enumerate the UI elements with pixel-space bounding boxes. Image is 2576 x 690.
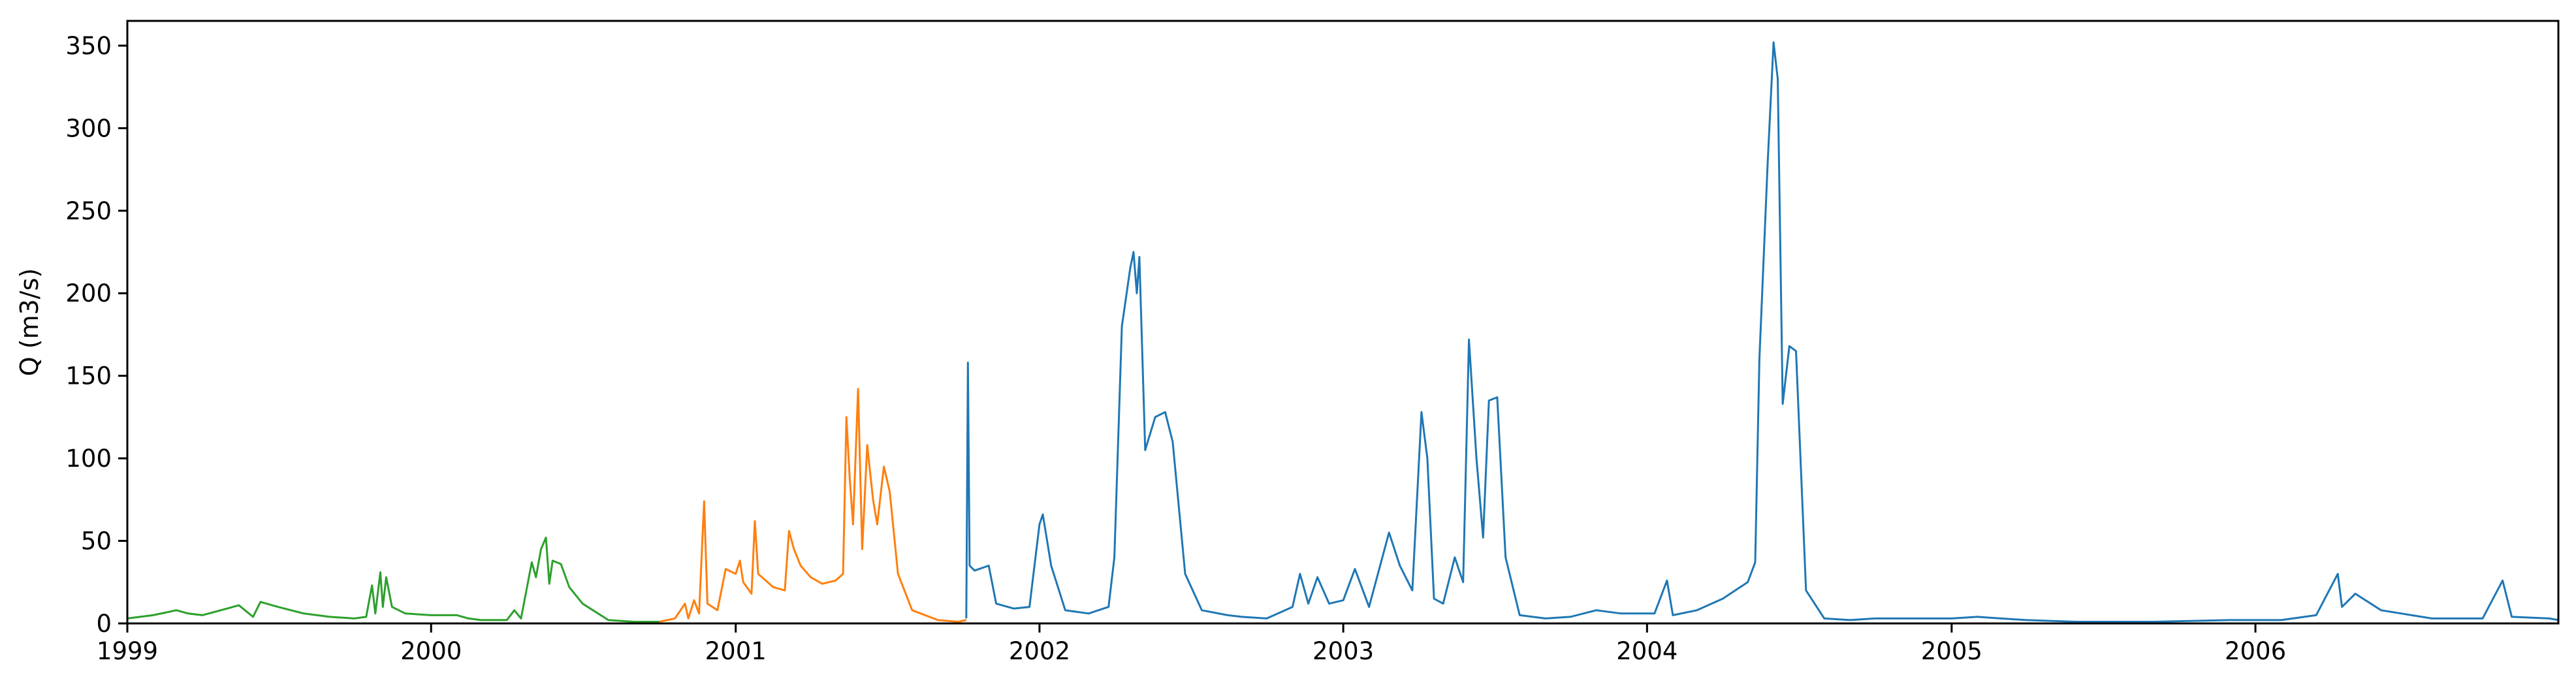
series-line-1 bbox=[127, 537, 660, 623]
y-tick-label: 100 bbox=[65, 445, 112, 473]
x-tick-label: 2000 bbox=[400, 637, 462, 665]
series-layer bbox=[127, 41, 2559, 623]
y-axis-label: Q (m3/s) bbox=[15, 268, 44, 376]
y-tick-label: 0 bbox=[96, 610, 112, 638]
x-tick-label: 2002 bbox=[1009, 637, 1070, 665]
x-tick-label: 2004 bbox=[1616, 637, 1678, 665]
series-line-3 bbox=[965, 41, 2559, 623]
x-tick-label: 2003 bbox=[1312, 637, 1374, 665]
y-axis: 0 50 100 150 200 250 300 350 bbox=[65, 32, 127, 638]
y-tick-label: 300 bbox=[65, 114, 112, 142]
y-tick-label: 50 bbox=[81, 527, 112, 556]
x-tick-label: 1999 bbox=[97, 637, 158, 665]
x-tick-label: 2001 bbox=[705, 637, 767, 665]
y-tick-label: 200 bbox=[65, 279, 112, 307]
y-tick-label: 150 bbox=[65, 362, 112, 390]
y-tick-label: 350 bbox=[65, 32, 112, 60]
x-tick-label: 2006 bbox=[2225, 637, 2286, 665]
series-line-2 bbox=[659, 388, 967, 623]
x-tick-label: 2005 bbox=[1921, 637, 1982, 665]
y-tick-label: 250 bbox=[65, 197, 112, 225]
x-axis: 1999 2000 2001 2002 2003 2004 2005 2006 bbox=[97, 623, 2286, 665]
plot-frame bbox=[126, 20, 2560, 625]
